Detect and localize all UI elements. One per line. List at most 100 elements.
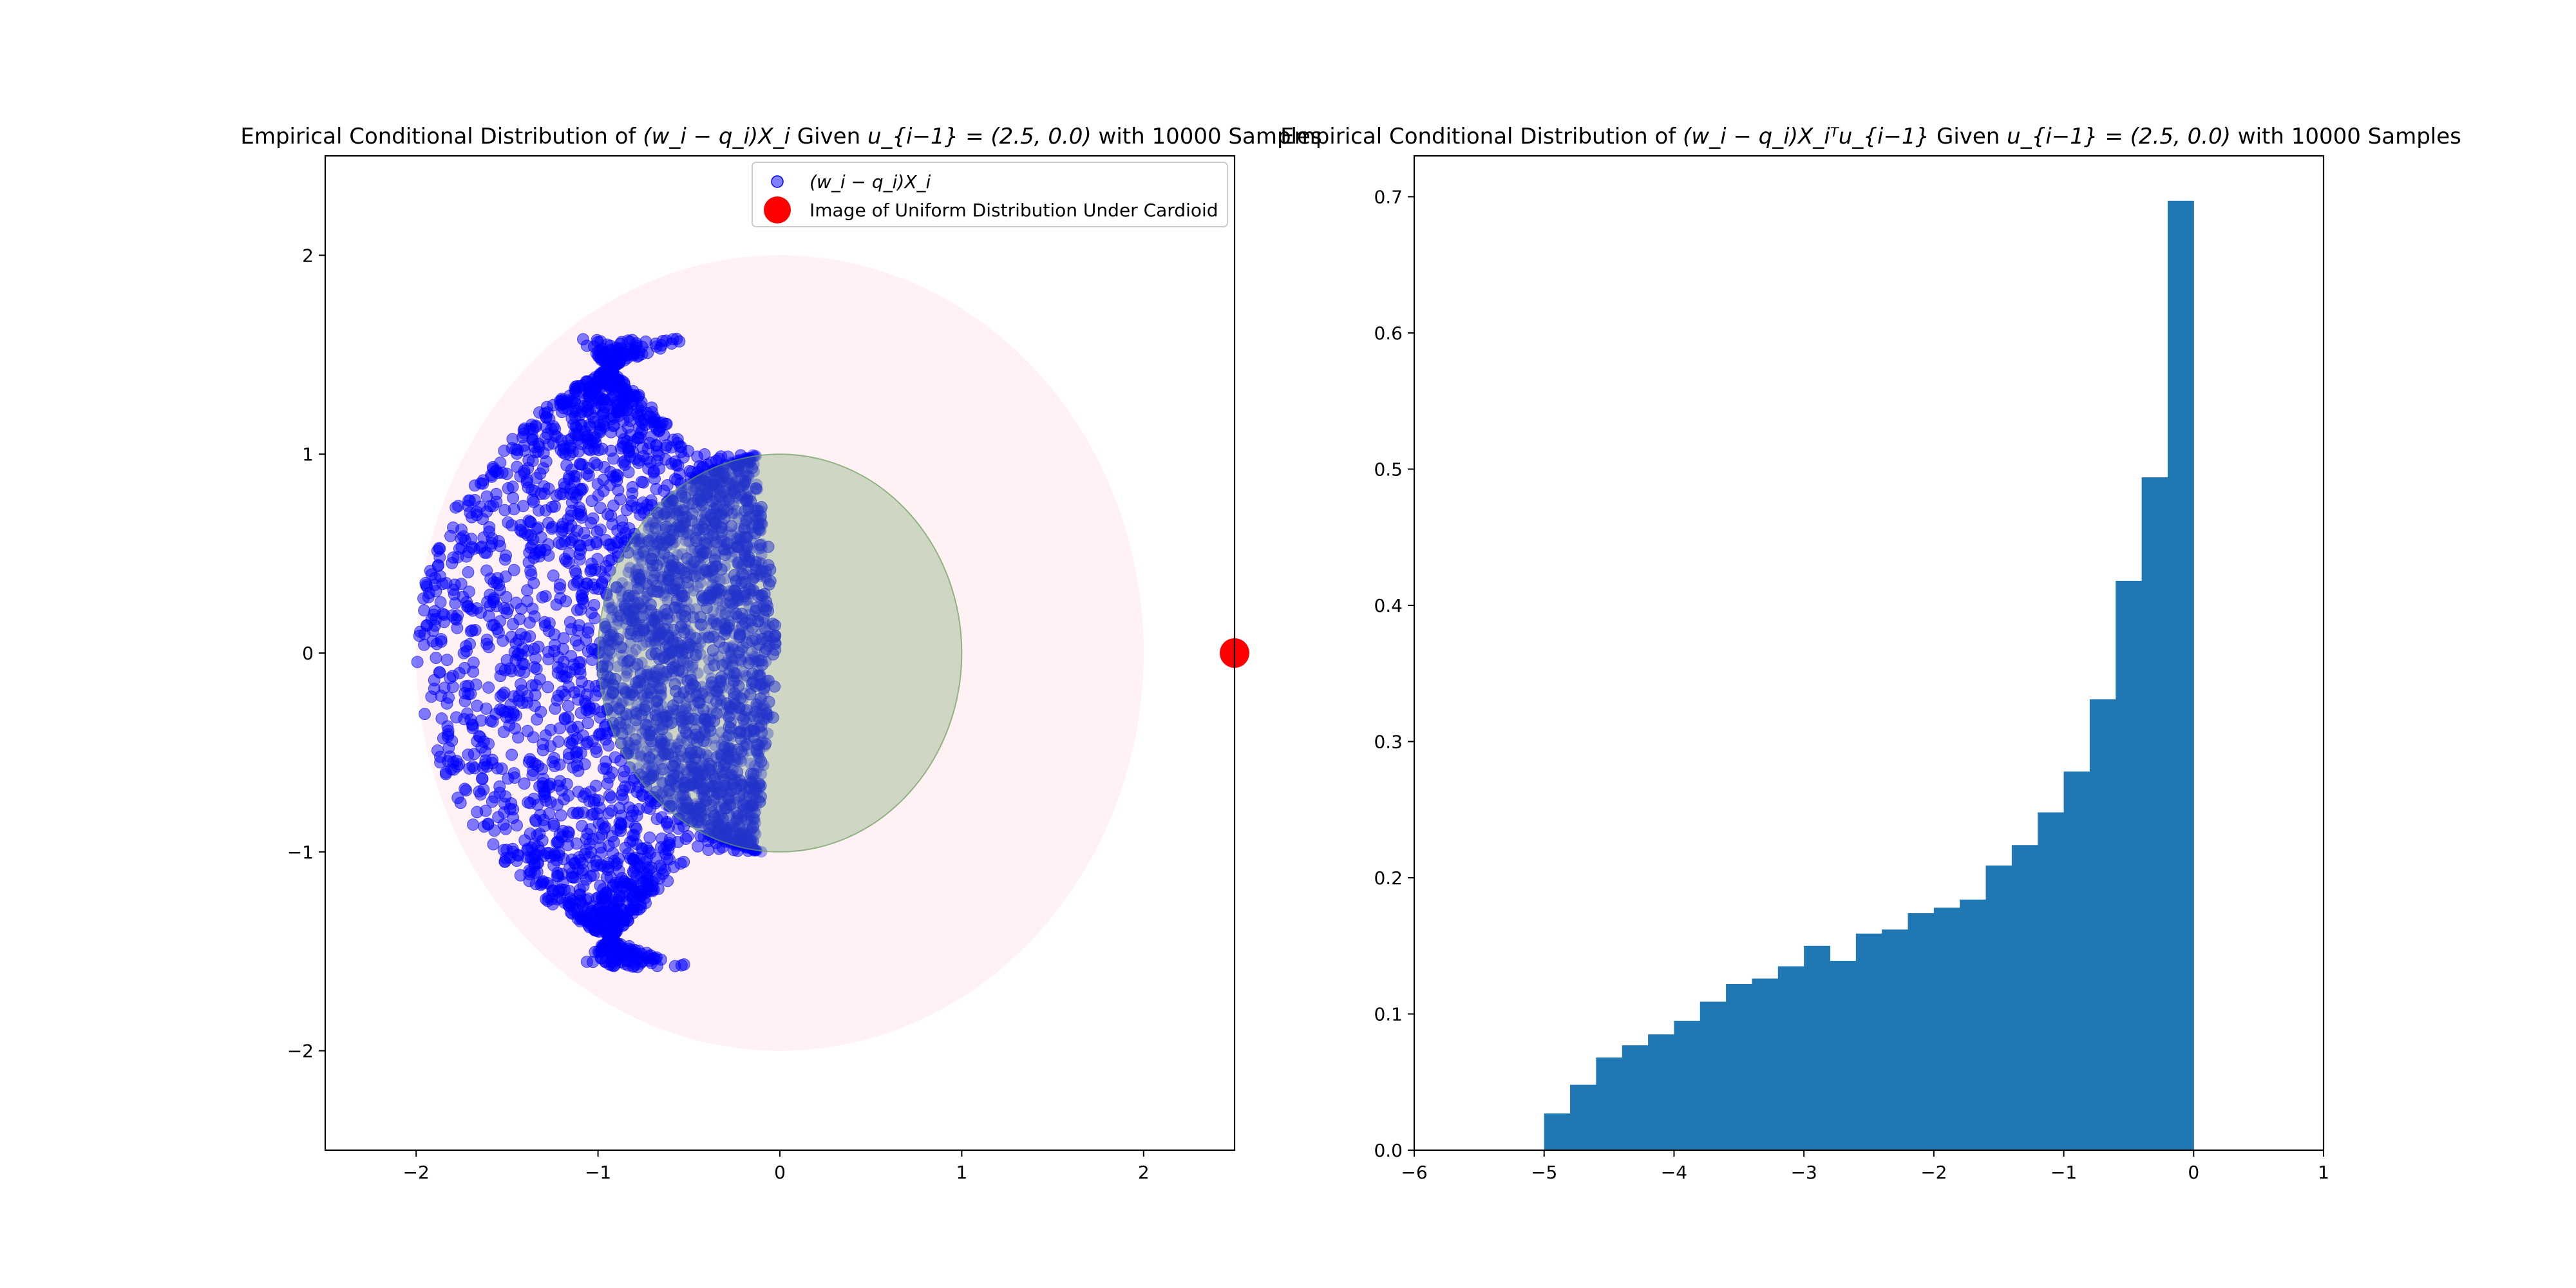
x-tick-label: 0 <box>2188 1162 2199 1183</box>
histogram-bar <box>1674 1021 1701 1150</box>
inner-disc-region <box>597 453 963 853</box>
scatter-point <box>516 500 529 513</box>
scatter-point <box>488 791 501 804</box>
scatter-point <box>629 344 641 357</box>
scatter-point <box>606 518 619 531</box>
scatter-point <box>512 634 525 647</box>
scatter-point <box>564 439 576 452</box>
scatter-point <box>588 612 601 625</box>
scatter-point <box>630 857 643 870</box>
y-tick-label: 0.3 <box>1374 731 1403 752</box>
scatter-point <box>536 744 549 757</box>
scatter-point <box>466 624 478 637</box>
x-tick-label: −1 <box>2050 1162 2077 1183</box>
legend-marker-samples <box>771 175 784 188</box>
scatter-point <box>627 904 639 916</box>
histogram-bar <box>1596 1057 1623 1150</box>
scatter-point <box>496 688 509 701</box>
scatter-point <box>457 530 470 543</box>
scatter-point <box>649 419 661 432</box>
histogram-bar <box>1777 966 1804 1150</box>
scatter-point <box>618 459 631 471</box>
scatter-point <box>511 444 524 457</box>
scatter-point <box>589 924 602 937</box>
scatter-point <box>667 699 679 712</box>
histogram-bar <box>2167 200 2194 1151</box>
scatter-point <box>596 817 609 830</box>
scatter-point <box>499 822 512 835</box>
scatter-point <box>478 745 491 758</box>
scatter-point <box>609 905 621 918</box>
scatter-point <box>526 433 539 446</box>
histogram-bar <box>1804 945 1831 1150</box>
scatter-point <box>506 748 518 761</box>
scatter-point <box>512 849 525 862</box>
scatter-point <box>497 634 509 647</box>
scatter-point <box>728 569 741 582</box>
scatter-point <box>621 435 634 448</box>
histogram-bar <box>1726 983 1753 1150</box>
scatter-point <box>602 739 615 752</box>
scatter-point <box>507 803 520 816</box>
scatter-point <box>634 951 647 963</box>
scatter-point <box>681 829 694 842</box>
scatter-point <box>596 659 609 672</box>
scatter-point <box>650 813 663 826</box>
scatter-point <box>646 880 659 893</box>
scatter-point <box>569 564 582 577</box>
scatter-point <box>547 569 560 582</box>
scatter-point <box>606 766 619 779</box>
scatter-point <box>554 592 567 605</box>
scatter-point <box>494 670 507 683</box>
scatter-point <box>597 484 610 497</box>
scatter-point <box>533 550 546 563</box>
scatter-point <box>536 834 549 847</box>
scatter-point <box>440 697 453 710</box>
scatter-point <box>507 491 520 504</box>
x-tick-label: −3 <box>1791 1162 1817 1183</box>
scatter-point <box>659 417 672 430</box>
scatter-point <box>635 395 648 408</box>
scatter-point <box>560 777 573 790</box>
scatter-point <box>482 681 495 694</box>
scatter-point <box>562 711 574 724</box>
scatter-point <box>462 679 475 692</box>
scatter-point <box>418 708 431 721</box>
scatter-point <box>622 948 635 961</box>
scatter-point <box>595 952 608 965</box>
x-tick-label: 2 <box>1138 1162 1150 1183</box>
scatter-point <box>574 706 587 719</box>
x-tick-label: 1 <box>956 1162 967 1183</box>
scatter-point <box>575 511 588 524</box>
scatter-point <box>434 596 447 609</box>
scatter-point <box>418 638 431 651</box>
scatter-point <box>502 482 515 495</box>
scatter-point <box>625 499 638 512</box>
scatter-point <box>635 885 648 898</box>
scatter-point <box>588 702 601 715</box>
scatter-point <box>585 846 598 859</box>
scatter-point <box>598 904 611 916</box>
histogram-bar <box>2141 477 2168 1150</box>
scatter-point <box>588 456 601 469</box>
scatter-point <box>574 888 587 901</box>
scatter-point <box>647 465 660 478</box>
scatter-point <box>587 869 600 882</box>
scatter-point <box>609 858 622 871</box>
scatter-point <box>498 855 511 868</box>
scatter-point <box>617 793 630 806</box>
scatter-point <box>498 553 511 566</box>
scatter-point <box>560 554 573 567</box>
scatter-point <box>626 334 639 346</box>
scatter-point <box>616 521 629 534</box>
scatter-point <box>467 818 480 831</box>
scatter-point <box>470 509 483 522</box>
scatter-point <box>564 488 577 500</box>
scatter-point <box>475 477 488 490</box>
scatter-point <box>677 451 690 464</box>
scatter-point <box>513 694 526 707</box>
scatter-point <box>585 643 598 656</box>
scatter-point <box>564 736 576 749</box>
scatter-point <box>518 666 531 679</box>
